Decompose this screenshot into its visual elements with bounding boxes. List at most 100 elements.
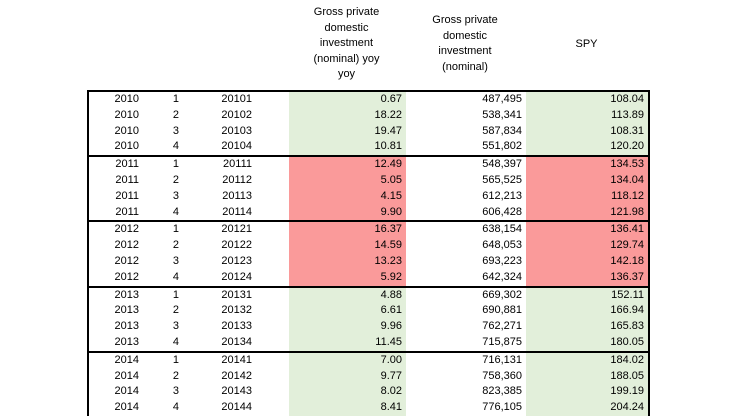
cell-spy[interactable]: 180.05 xyxy=(526,334,649,352)
cell-nominal[interactable]: 715,875 xyxy=(482,335,522,348)
cell-quarter[interactable]: 3 xyxy=(172,385,179,398)
cell-code[interactable]: 20131 xyxy=(221,288,252,301)
cell-year[interactable]: 2014 xyxy=(114,401,139,414)
cell-spy[interactable]: 165.83 xyxy=(526,319,649,335)
cell-nominal[interactable]: 606,428 xyxy=(482,205,522,218)
cell-spy[interactable]: 199.19 xyxy=(526,384,649,401)
column-header-nominal[interactable]: Gross private domestic investment (nominal) xyxy=(405,13,525,75)
cell-year[interactable]: 2012 xyxy=(114,223,139,236)
cell-nominal[interactable]: 638,154 xyxy=(482,223,522,236)
cell-year[interactable]: 2011 xyxy=(115,158,139,171)
cell-quarter[interactable]: 4 xyxy=(172,140,179,153)
cell-yoy[interactable]: 8.41 xyxy=(289,400,406,416)
cell-spy[interactable]: 134.04 xyxy=(526,172,649,189)
cell-quarter[interactable]: 4 xyxy=(172,401,179,414)
cell-year[interactable]: 2011 xyxy=(115,173,139,186)
cell-year[interactable]: 2014 xyxy=(114,353,139,366)
cell-year[interactable]: 2010 xyxy=(114,93,139,105)
cell-year[interactable]: 2010 xyxy=(114,108,139,121)
cell-spy[interactable]: 118.12 xyxy=(526,188,649,205)
cell-yoy[interactable]: 13.23 xyxy=(289,253,406,270)
cell-spy[interactable]: 113.89 xyxy=(526,107,649,124)
cell-year[interactable]: 2012 xyxy=(114,270,139,283)
cell-spy[interactable]: 120.20 xyxy=(526,139,649,157)
cell-year[interactable]: 2012 xyxy=(114,239,139,252)
cell-code[interactable]: 20132 xyxy=(221,304,252,317)
cell-yoy[interactable]: 4.88 xyxy=(289,286,406,304)
cell-yoy[interactable]: 12.49 xyxy=(289,156,406,173)
cell-yoy[interactable]: 14.59 xyxy=(289,238,406,254)
cell-quarter[interactable]: 2 xyxy=(172,173,179,186)
cell-code[interactable]: 20104 xyxy=(221,140,252,153)
cell-yoy[interactable]: 6.61 xyxy=(289,303,406,320)
cell-yoy[interactable]: 16.37 xyxy=(289,221,406,239)
cell-yoy[interactable]: 11.45 xyxy=(289,334,406,352)
cell-nominal[interactable]: 690,881 xyxy=(482,304,522,317)
cell-quarter[interactable]: 1 xyxy=(172,353,179,366)
cell-quarter[interactable]: 4 xyxy=(172,205,179,218)
cell-spy[interactable]: 152.11 xyxy=(526,286,649,304)
cell-nominal[interactable]: 587,834 xyxy=(482,124,522,137)
cell-spy[interactable]: 134.53 xyxy=(526,156,649,173)
cell-spy[interactable]: 166.94 xyxy=(526,303,649,320)
cell-quarter[interactable]: 2 xyxy=(172,239,179,252)
cell-code[interactable]: 20122 xyxy=(221,239,252,252)
cell-quarter[interactable]: 4 xyxy=(172,270,179,283)
cell-nominal[interactable]: 565,525 xyxy=(482,173,522,186)
cell-nominal[interactable]: 762,271 xyxy=(482,320,522,333)
cell-spy[interactable]: 108.04 xyxy=(526,91,649,108)
cell-code[interactable]: 20103 xyxy=(221,124,252,137)
cell-code[interactable]: 20121 xyxy=(221,223,252,236)
cell-quarter[interactable]: 4 xyxy=(172,335,179,348)
cell-code[interactable]: 20102 xyxy=(221,108,252,121)
cell-spy[interactable]: 136.37 xyxy=(526,269,649,287)
cell-code[interactable]: 20124 xyxy=(221,270,252,283)
column-header-spy[interactable]: SPY xyxy=(575,38,598,50)
cell-nominal[interactable]: 642,324 xyxy=(482,270,522,283)
cell-yoy[interactable]: 0.67 xyxy=(289,91,406,108)
cell-code[interactable]: 20114 xyxy=(222,205,252,218)
cell-year[interactable]: 2013 xyxy=(114,304,139,317)
cell-nominal[interactable]: 669,302 xyxy=(482,288,522,301)
cell-spy[interactable]: 129.74 xyxy=(526,238,649,254)
cell-quarter[interactable]: 1 xyxy=(172,288,179,301)
cell-quarter[interactable]: 2 xyxy=(172,304,179,317)
column-header-yoy[interactable]: Gross private domestic investment (nominal)… xyxy=(288,5,405,83)
cell-quarter[interactable]: 3 xyxy=(172,254,179,267)
cell-spy[interactable]: 108.31 xyxy=(526,123,649,140)
cell-spy[interactable]: 121.98 xyxy=(526,204,649,222)
cell-code[interactable]: 20134 xyxy=(221,335,252,348)
cell-spy[interactable]: 136.41 xyxy=(526,221,649,239)
cell-quarter[interactable]: 2 xyxy=(172,108,179,121)
cell-nominal[interactable]: 612,213 xyxy=(482,189,522,202)
cell-nominal[interactable]: 648,053 xyxy=(482,239,522,252)
cell-code[interactable]: 20101 xyxy=(221,93,252,105)
cell-nominal[interactable]: 487,495 xyxy=(482,93,522,105)
cell-yoy[interactable]: 8.02 xyxy=(289,384,406,401)
cell-code[interactable]: 20143 xyxy=(221,385,252,398)
cell-year[interactable]: 2011 xyxy=(115,189,139,202)
cell-yoy[interactable]: 19.47 xyxy=(289,123,406,140)
cell-spy[interactable]: 184.02 xyxy=(526,351,649,369)
cell-spy[interactable]: 142.18 xyxy=(526,253,649,270)
cell-nominal[interactable]: 551,802 xyxy=(482,140,522,153)
cell-year[interactable]: 2013 xyxy=(114,320,139,333)
cell-nominal[interactable]: 758,360 xyxy=(482,369,522,382)
cell-code[interactable]: 20142 xyxy=(221,369,252,382)
cell-nominal[interactable]: 693,223 xyxy=(482,254,522,267)
cell-quarter[interactable]: 1 xyxy=(172,223,179,236)
cell-nominal[interactable]: 538,341 xyxy=(482,108,522,121)
cell-yoy[interactable]: 10.81 xyxy=(289,139,406,157)
cell-year[interactable]: 2011 xyxy=(115,205,139,218)
cell-code[interactable]: 20113 xyxy=(222,189,252,202)
cell-code[interactable]: 20133 xyxy=(221,320,252,333)
cell-yoy[interactable]: 5.05 xyxy=(289,172,406,189)
cell-yoy[interactable]: 7.00 xyxy=(289,351,406,369)
cell-quarter[interactable]: 1 xyxy=(172,93,179,105)
cell-yoy[interactable]: 9.77 xyxy=(289,368,406,385)
cell-code[interactable]: 20123 xyxy=(221,254,252,267)
cell-spy[interactable]: 204.24 xyxy=(526,400,649,416)
cell-spy[interactable]: 188.05 xyxy=(526,368,649,385)
cell-code[interactable]: 20141 xyxy=(221,353,252,366)
cell-code[interactable]: 20144 xyxy=(221,401,252,414)
